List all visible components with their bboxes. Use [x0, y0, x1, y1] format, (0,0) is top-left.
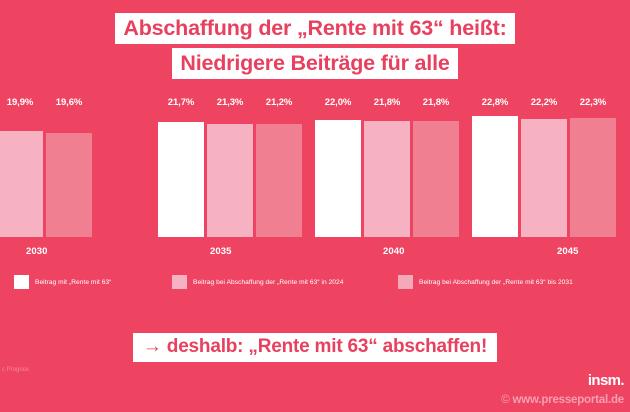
bar-rect: [472, 116, 518, 237]
x-axis-label-2040: 2040: [383, 246, 405, 257]
x-axis-label-2035: 2035: [210, 246, 232, 257]
cta-block: → deshalb: „Rente mit 63“ abschaffen!: [0, 333, 630, 362]
bars-row: 22,0% 21,8% 21,8%: [315, 97, 459, 237]
page-title: Abschaffung der „Rente mit 63“ heißt: Ni…: [0, 13, 630, 80]
bars-row: 22,8% 22,2% 22,3%: [472, 97, 616, 237]
legend-item-3[interactable]: Beitrag bei Abschaffung der „Rente mit 6…: [398, 275, 573, 289]
bar-2035-series-2: 21,3%: [207, 97, 253, 237]
legend-swatch-icon: [398, 275, 413, 289]
bar-value-label: 22,2%: [530, 97, 558, 108]
legend-label: Beitrag bei Abschaffung der „Rente mit 6…: [419, 278, 573, 286]
bar-2035-series-1: 21,7%: [158, 97, 204, 237]
bar-value-label: 21,2%: [265, 97, 293, 108]
bar-value-label: 22,3%: [579, 97, 607, 108]
bar-2040-series-1: 22,0%: [315, 97, 361, 237]
bar-2045-series-3: 22,3%: [570, 97, 616, 237]
bar-2045-series-1: 22,8%: [472, 97, 518, 237]
x-axis-label-2045: 2045: [557, 246, 579, 257]
title-line-2: Niedrigere Beiträge für alle: [172, 48, 458, 80]
bar-2035-series-3: 21,2%: [256, 97, 302, 237]
bar-value-label: 21,7%: [167, 97, 195, 108]
title-line-1: Abschaffung der „Rente mit 63“ heißt:: [115, 13, 515, 45]
bar-rect: [158, 122, 204, 237]
bars-row: 20,3%19,9%19,6%: [0, 97, 92, 237]
bar-rect: [364, 121, 410, 237]
legend-swatch-icon: [14, 275, 29, 289]
legend-item-1[interactable]: Beitrag mit „Rente mit 63“: [14, 275, 111, 289]
bar-value-label: 22,8%: [481, 97, 509, 108]
bar-value-label: 19,9%: [6, 97, 34, 108]
presseportal-credit-text: www.presseportal.de: [512, 394, 625, 406]
bar-2045-series-2: 22,2%: [521, 97, 567, 237]
bar-2040-series-3: 21,8%: [413, 97, 459, 237]
bar-rect: [0, 131, 43, 237]
bar-2040-series-2: 21,8%: [364, 97, 410, 237]
bar-rect: [207, 124, 253, 237]
bar-value-label: 21,3%: [216, 97, 244, 108]
source-note: c Prognos: [2, 367, 30, 373]
bar-chart: 20,3%19,9%19,6%203021,7%21,3%21,2%203522…: [0, 97, 630, 260]
bar-rect: [521, 119, 567, 237]
legend-item-2[interactable]: Beitrag bei Abschaffung der „Rente mit 6…: [172, 275, 343, 289]
bar-value-label: 19,6%: [55, 97, 83, 108]
legend-label: Beitrag bei Abschaffung der „Rente mit 6…: [193, 278, 344, 286]
presseportal-credit: © www.presseportal.de: [501, 394, 624, 406]
bar-value-label: 21,8%: [422, 97, 450, 108]
bar-rect: [46, 133, 92, 237]
legend-swatch-icon: [172, 275, 187, 289]
legend-label: Beitrag mit „Rente mit 63“: [35, 278, 112, 286]
cta-banner: → deshalb: „Rente mit 63“ abschaffen!: [132, 333, 498, 362]
bar-2030-series-2: 19,9%: [0, 97, 43, 237]
bar-rect: [413, 121, 459, 237]
chart-legend: Beitrag mit „Rente mit 63“ Beitrag bei Ab…: [0, 275, 630, 297]
bar-rect: [570, 118, 616, 237]
bar-2030-series-3: 19,6%: [46, 97, 92, 237]
bar-rect: [256, 124, 302, 237]
copyright-icon: ©: [501, 394, 510, 406]
bar-rect: [315, 120, 361, 237]
x-axis-label-2030: 2030: [26, 246, 48, 257]
bar-value-label: 21,8%: [373, 97, 401, 108]
bars-row: 21,7% 21,3% 21,2%: [158, 97, 302, 237]
insm-logo: insm.: [587, 372, 625, 389]
bar-value-label: 22,0%: [324, 97, 352, 108]
